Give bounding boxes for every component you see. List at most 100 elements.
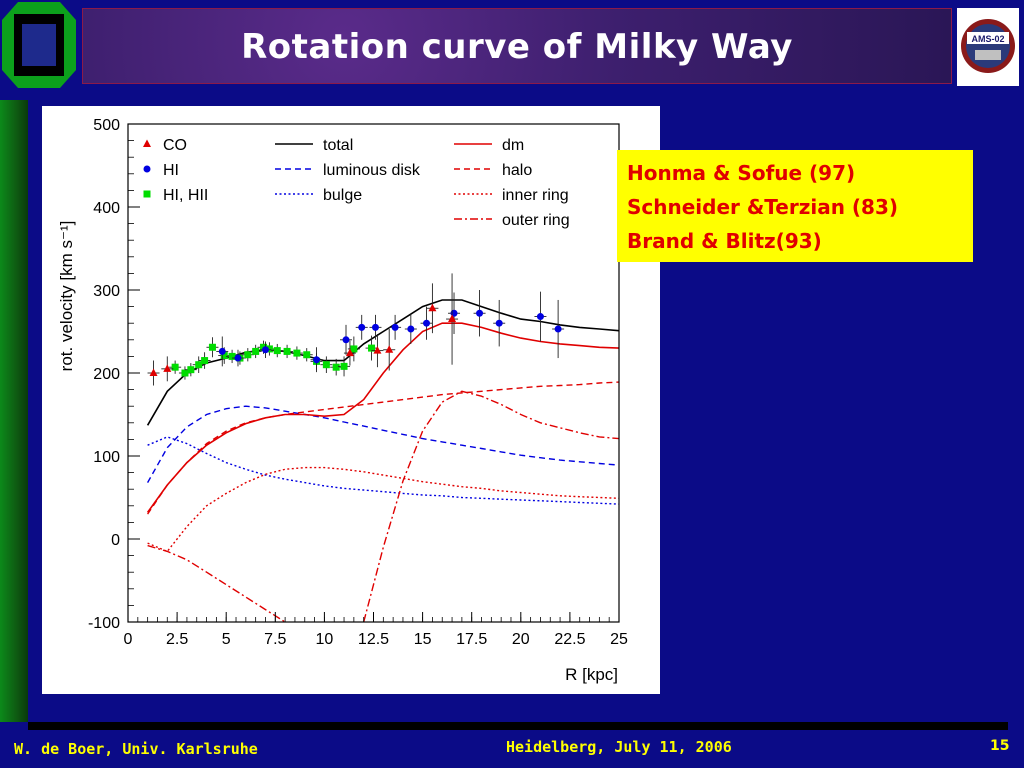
y-tick-label: 100	[93, 449, 120, 466]
y-tick-label: 200	[93, 366, 120, 383]
data-point-HI-HII	[169, 360, 182, 374]
data-point-HI-HII	[365, 335, 378, 361]
data-point-CO	[383, 329, 396, 371]
data-point-HI	[310, 347, 323, 373]
series-line-bulge	[147, 436, 619, 505]
legend-item: HI	[143, 162, 179, 179]
slide-title: Rotation curve of Milky Way	[241, 27, 793, 67]
x-tick-label: 10	[316, 631, 334, 648]
footer-divider	[28, 722, 1008, 730]
references-box: Honma & Sofue (97) Schneider &Terzian (8…	[617, 150, 973, 262]
data-point-HI-HII	[300, 348, 313, 362]
data-point-HI-HII	[338, 356, 351, 377]
reference-line: Brand & Blitz(93)	[627, 229, 822, 253]
data-point-HI-HII	[320, 356, 333, 373]
legend-item: luminous disk	[275, 162, 421, 179]
data-point-HI	[448, 292, 461, 334]
series-layer	[146, 299, 619, 622]
data-point-HI	[369, 314, 382, 340]
data-point-HI	[552, 299, 565, 359]
data-point-HI-HII	[330, 358, 343, 376]
ams-02-logo: AMS-02	[957, 8, 1019, 86]
series-line-total	[146, 299, 619, 426]
series-line-inner-ring	[147, 466, 619, 553]
x-tick-label: 7.5	[264, 631, 286, 648]
page-number: 15	[990, 738, 1010, 754]
chart-svg: 0 2.5 5 7.5 10 12.5 15 17.5 20 22.5 25-10001002003…	[57, 117, 628, 684]
x-tick-label: 2.5	[166, 631, 188, 648]
data-point-CO	[343, 340, 356, 366]
data-point-HI-HII	[198, 352, 211, 369]
x-tick-label: 20	[512, 631, 530, 648]
series-line-halo	[147, 381, 619, 515]
x-tick-label: 5	[222, 631, 231, 648]
svg-text:outer ring: outer ring	[502, 212, 570, 229]
y-tick-label: 300	[93, 283, 120, 300]
legend-item: dm	[454, 137, 524, 154]
data-point-HI-HII	[192, 356, 205, 373]
title-bar: Rotation curve of Milky Way	[82, 8, 952, 84]
x-tick-label: 17.5	[456, 631, 487, 648]
legend: CO HI HI, HII total luminous disk bulge dm halo…	[143, 137, 570, 229]
data-point-HI	[404, 314, 417, 344]
svg-text:HI: HI	[163, 162, 179, 179]
x-tick-label: 12.5	[358, 631, 389, 648]
data-point-HI	[355, 314, 368, 340]
data-point-HI-HII	[184, 363, 197, 377]
footer-author: W. de Boer, Univ. Karlsruhe	[14, 740, 258, 758]
data-point-HI-HII	[249, 344, 262, 359]
axes-layer: 0 2.5 5 7.5 10 12.5 15 17.5 20 22.5 25-10001002003…	[88, 117, 628, 648]
legend-item: bulge	[275, 187, 362, 204]
y-tick-label: -100	[88, 615, 120, 632]
footer-event: Heidelberg, July 11, 2006	[506, 738, 732, 756]
x-tick-label: 15	[414, 631, 432, 648]
university-logo	[0, 0, 78, 90]
data-point-HI-HII	[206, 337, 219, 358]
data-point-HI	[216, 336, 229, 367]
data-point-HI	[473, 290, 486, 337]
data-point-CO	[371, 333, 384, 368]
data-point-HI	[259, 341, 272, 359]
svg-text:AMS-02: AMS-02	[971, 34, 1004, 44]
svg-text:luminous disk: luminous disk	[323, 162, 421, 179]
svg-text:bulge: bulge	[323, 187, 362, 204]
svg-text:HI, HII: HI, HII	[163, 187, 208, 204]
svg-text:dm: dm	[502, 137, 524, 154]
data-point-HI	[389, 314, 402, 340]
y-tick-label: 400	[93, 200, 120, 217]
data-point-HI	[534, 291, 547, 342]
y-axis-label: rot. velocity [km s⁻¹]	[57, 221, 76, 372]
rotation-curve-chart: 0 2.5 5 7.5 10 12.5 15 17.5 20 22.5 25 -100 0 100 200 3…	[42, 106, 660, 694]
series-line-luminous-disk	[146, 405, 619, 483]
svg-text:CO: CO	[163, 137, 187, 154]
data-points-layer	[147, 273, 565, 386]
data-point-HI-HII	[290, 346, 303, 360]
legend-item: inner ring	[454, 187, 569, 204]
data-point-CO	[147, 360, 160, 386]
legend-item: total	[275, 137, 353, 154]
svg-text:halo: halo	[502, 162, 532, 179]
data-point-HI	[340, 324, 353, 355]
data-point-CO	[426, 283, 439, 334]
legend-item: CO	[143, 137, 187, 154]
data-point-HI-HII	[281, 344, 294, 359]
data-point-HI-HII	[241, 348, 254, 362]
x-tick-label: 22.5	[554, 631, 585, 648]
left-accent-bar	[0, 100, 28, 722]
legend-item: HI, HII	[143, 187, 208, 204]
reference-line: Honma & Sofue (97)	[627, 161, 856, 185]
data-point-HI-HII	[271, 343, 284, 358]
data-point-CO	[161, 356, 174, 382]
data-point-HI	[420, 306, 433, 340]
x-tick-label: 25	[610, 631, 628, 648]
y-tick-label: 0	[111, 532, 120, 549]
legend-item: halo	[454, 162, 532, 179]
svg-text:total: total	[323, 137, 353, 154]
series-line-dm	[146, 322, 619, 513]
svg-text:inner ring: inner ring	[502, 187, 569, 204]
series-line-outer-ring	[147, 390, 619, 622]
data-point-CO	[446, 273, 459, 365]
y-tick-label: 500	[93, 117, 120, 134]
legend-item: outer ring	[454, 212, 570, 229]
data-point-HI	[231, 349, 244, 367]
